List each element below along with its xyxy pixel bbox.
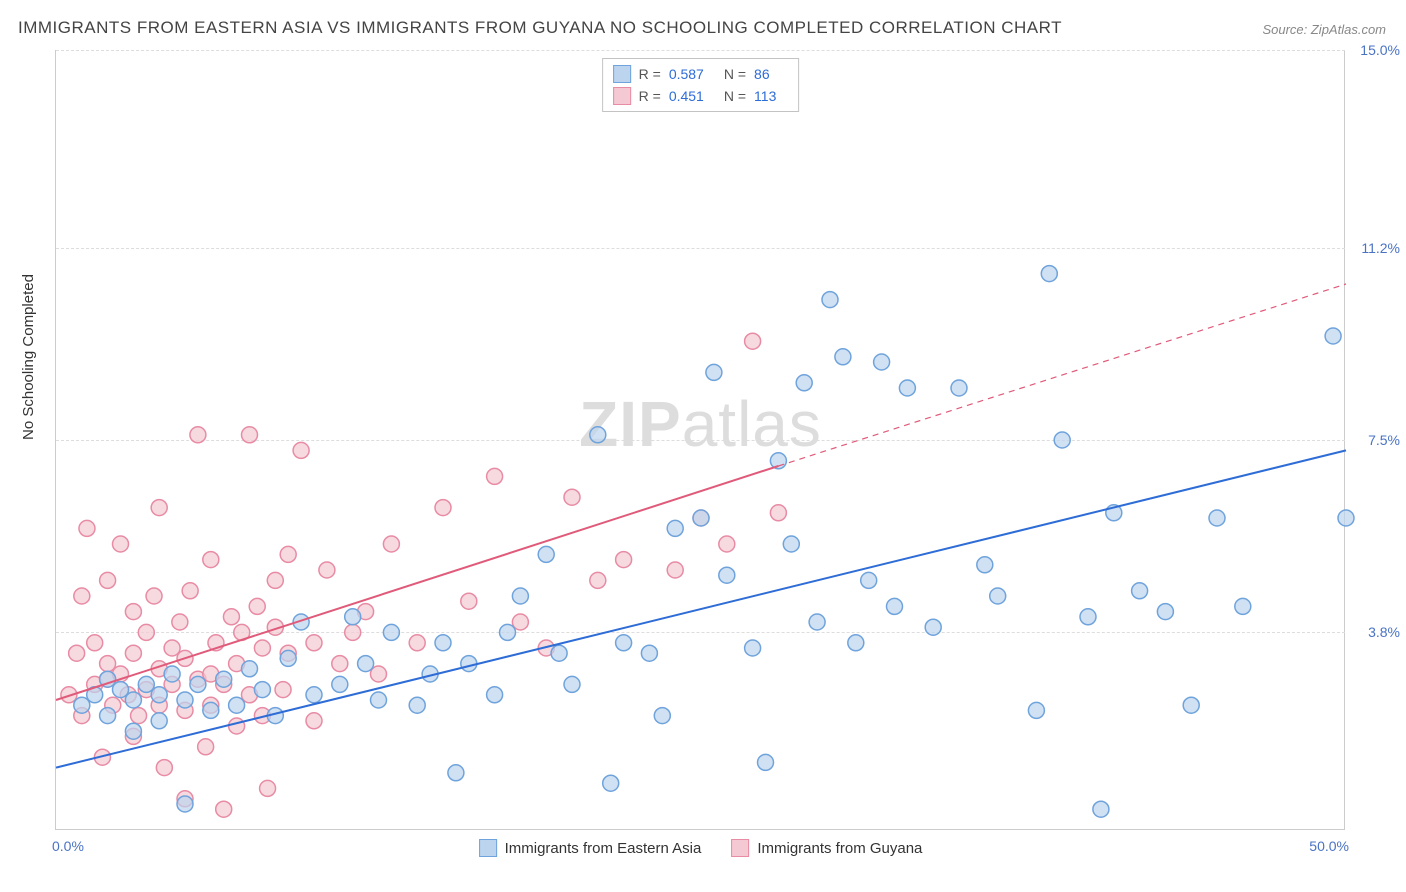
plot-area: ZIPatlas 3.8%7.5%11.2%15.0% R = 0.587 N …	[55, 50, 1345, 830]
r-label: R =	[639, 66, 661, 82]
x-tick-max: 50.0%	[1309, 838, 1349, 854]
legend-item-guyana: Immigrants from Guyana	[731, 839, 922, 857]
swatch-eastern-asia	[613, 65, 631, 83]
stats-legend-box: R = 0.587 N = 86 R = 0.451 N = 113	[602, 58, 800, 112]
r-value-eastern-asia: 0.587	[669, 66, 704, 82]
swatch-eastern-asia	[479, 839, 497, 857]
bottom-legend: Immigrants from Eastern Asia Immigrants …	[479, 839, 923, 857]
n-label: N =	[724, 66, 746, 82]
stats-row-eastern-asia: R = 0.587 N = 86	[613, 63, 789, 85]
scatter-svg	[56, 50, 1345, 829]
swatch-guyana	[731, 839, 749, 857]
source-attribution: Source: ZipAtlas.com	[1262, 22, 1386, 37]
legend-item-eastern-asia: Immigrants from Eastern Asia	[479, 839, 702, 857]
r-label: R =	[639, 88, 661, 104]
swatch-guyana	[613, 87, 631, 105]
legend-label-guyana: Immigrants from Guyana	[757, 840, 922, 857]
n-label: N =	[724, 88, 746, 104]
chart-title: IMMIGRANTS FROM EASTERN ASIA VS IMMIGRAN…	[18, 18, 1062, 38]
y-tick: 11.2%	[1350, 240, 1400, 256]
y-tick: 7.5%	[1350, 432, 1400, 448]
y-axis-label: No Schooling Completed	[20, 274, 37, 440]
stats-row-guyana: R = 0.451 N = 113	[613, 85, 789, 107]
y-tick: 15.0%	[1350, 42, 1400, 58]
r-value-guyana: 0.451	[669, 88, 704, 104]
y-tick: 3.8%	[1350, 624, 1400, 640]
legend-label-eastern-asia: Immigrants from Eastern Asia	[505, 840, 702, 857]
n-value-guyana: 113	[754, 88, 776, 104]
x-tick-min: 0.0%	[52, 838, 84, 854]
n-value-eastern-asia: 86	[754, 66, 770, 82]
